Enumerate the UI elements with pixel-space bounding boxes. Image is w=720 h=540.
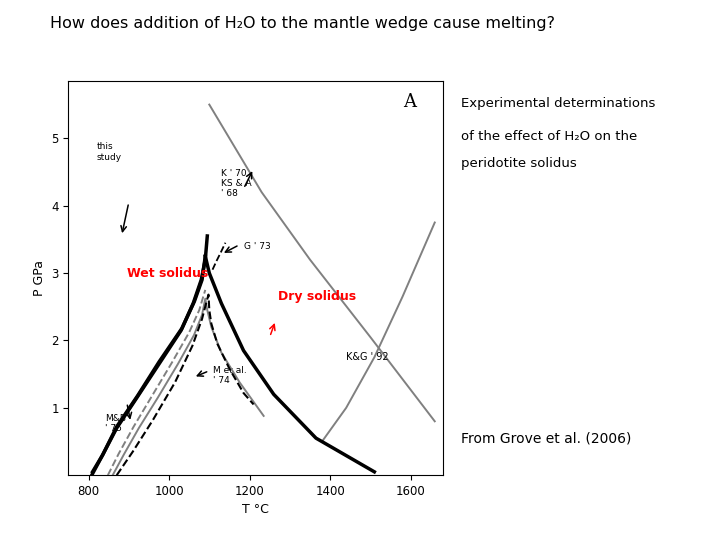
Text: Wet solidus: Wet solidus — [127, 267, 208, 280]
Text: How does addition of H₂O to the mantle wedge cause melting?: How does addition of H₂O to the mantle w… — [50, 16, 555, 31]
Text: Dry solidus: Dry solidus — [278, 290, 356, 303]
Text: peridotite solidus: peridotite solidus — [461, 157, 577, 170]
Text: this
study: this study — [96, 143, 122, 162]
Text: M&B
' 75: M&B ' 75 — [104, 414, 125, 434]
Text: M et al.
' 74: M et al. ' 74 — [213, 366, 247, 385]
Text: Experimental determinations: Experimental determinations — [461, 97, 655, 110]
Text: G ' 73: G ' 73 — [243, 241, 270, 251]
Text: K&G ' 92: K&G ' 92 — [346, 352, 389, 362]
Text: From Grove et al. (2006): From Grove et al. (2006) — [461, 432, 631, 446]
Text: A: A — [404, 93, 417, 111]
X-axis label: T °C: T °C — [242, 503, 269, 516]
Text: of the effect of H₂O on the: of the effect of H₂O on the — [461, 130, 637, 143]
Text: K ' 70
KS & A
' 68: K ' 70 KS & A ' 68 — [221, 168, 252, 198]
Y-axis label: P GPa: P GPa — [32, 260, 45, 296]
